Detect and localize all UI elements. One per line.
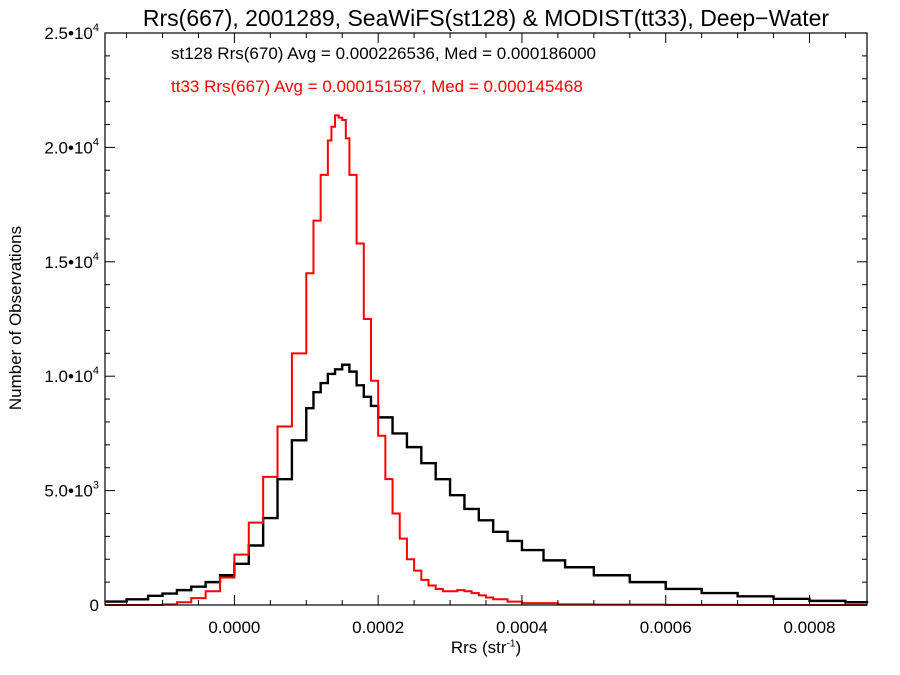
x-tick-label: 0.0006 bbox=[640, 618, 692, 637]
y-tick-label: 5.0•103 bbox=[44, 480, 99, 501]
legend-entry-tt33: tt33 Rrs(667) Avg = 0.000151587, Med = 0… bbox=[171, 77, 583, 96]
y-tick-label: 2.5•104 bbox=[44, 22, 99, 43]
chart-title: Rrs(667), 2001289, SeaWiFS(st128) & MODI… bbox=[142, 5, 830, 31]
y-tick-label: 0 bbox=[90, 596, 99, 615]
x-axis-label-tail: ) bbox=[515, 638, 522, 657]
x-tick-label: 0.0000 bbox=[208, 618, 260, 637]
y-tick-label: 1.0•104 bbox=[44, 365, 99, 386]
x-axis-label: Rrs (str-1) bbox=[451, 638, 521, 658]
y-tick-label: 2.0•104 bbox=[44, 136, 99, 157]
y-tick-label: 1.5•104 bbox=[44, 251, 99, 272]
series-line-tt33 bbox=[105, 114, 867, 606]
x-axis-label-exponent: -1 bbox=[506, 638, 516, 650]
legend-entry-st128: st128 Rrs(670) Avg = 0.000226536, Med = … bbox=[171, 44, 597, 63]
tick-layer: 0.0000 0.0002 0.0004 0.0006 0.0008 0 5.0•103 1.… bbox=[44, 22, 867, 637]
x-tick-label: 0.0004 bbox=[496, 618, 548, 637]
x-tick-label: 0.0008 bbox=[783, 618, 835, 637]
x-axis-label-main: Rrs (str bbox=[450, 638, 507, 657]
x-tick-label: 0.0002 bbox=[352, 618, 404, 637]
series-line-st128 bbox=[105, 363, 869, 604]
series-layer bbox=[105, 114, 869, 606]
